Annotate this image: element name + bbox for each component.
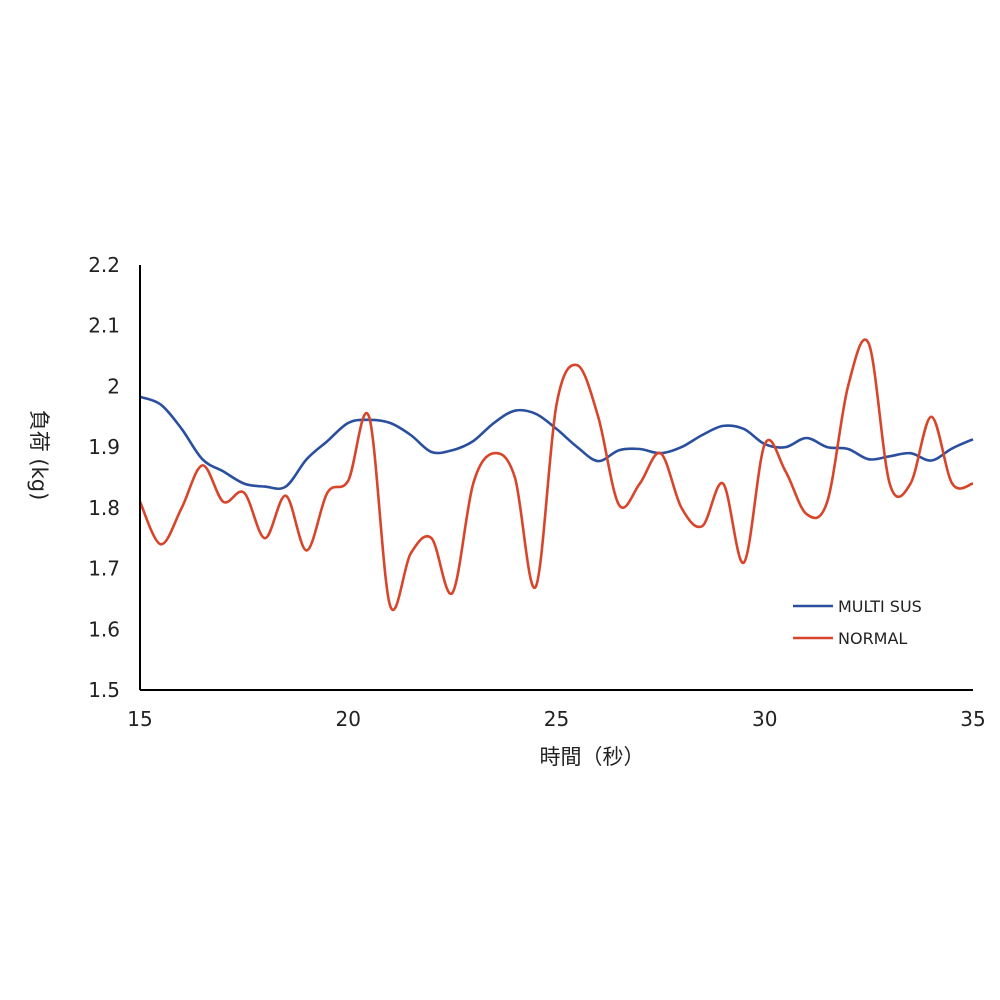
y-tick-label: 1.9 <box>88 435 120 459</box>
series-line-multi-sus <box>139 395 974 491</box>
legend-label: NORMAL <box>838 629 907 648</box>
x-axis-title: 時間（秒） <box>540 745 645 769</box>
x-tick-labels: 15 20 25 30 35 <box>127 707 985 731</box>
y-tick-label: 1.5 <box>88 678 120 702</box>
y-tick-label: 1.7 <box>88 557 120 581</box>
series-line-normal <box>138 338 974 612</box>
legend-label: MULTI SUS <box>838 597 922 616</box>
x-tick-label: 35 <box>960 707 985 731</box>
y-tick-label: 1.8 <box>88 496 120 520</box>
y-tick-label: 2 <box>107 374 120 398</box>
x-tick-label: 25 <box>544 707 569 731</box>
y-axis-title: 負荷 (kg) <box>27 410 51 501</box>
x-tick-label: 30 <box>752 707 777 731</box>
y-tick-label: 2.2 <box>88 253 120 277</box>
legend: MULTI SUS NORMAL <box>793 597 922 648</box>
y-tick-label: 2.1 <box>88 314 120 338</box>
x-tick-label: 15 <box>127 707 152 731</box>
x-tick-label: 20 <box>336 707 361 731</box>
y-tick-labels: 1.5 1.6 1.7 1.8 1.9 2 2.1 2.2 <box>88 253 120 702</box>
y-tick-label: 1.6 <box>88 617 120 641</box>
series-layer <box>138 338 974 612</box>
